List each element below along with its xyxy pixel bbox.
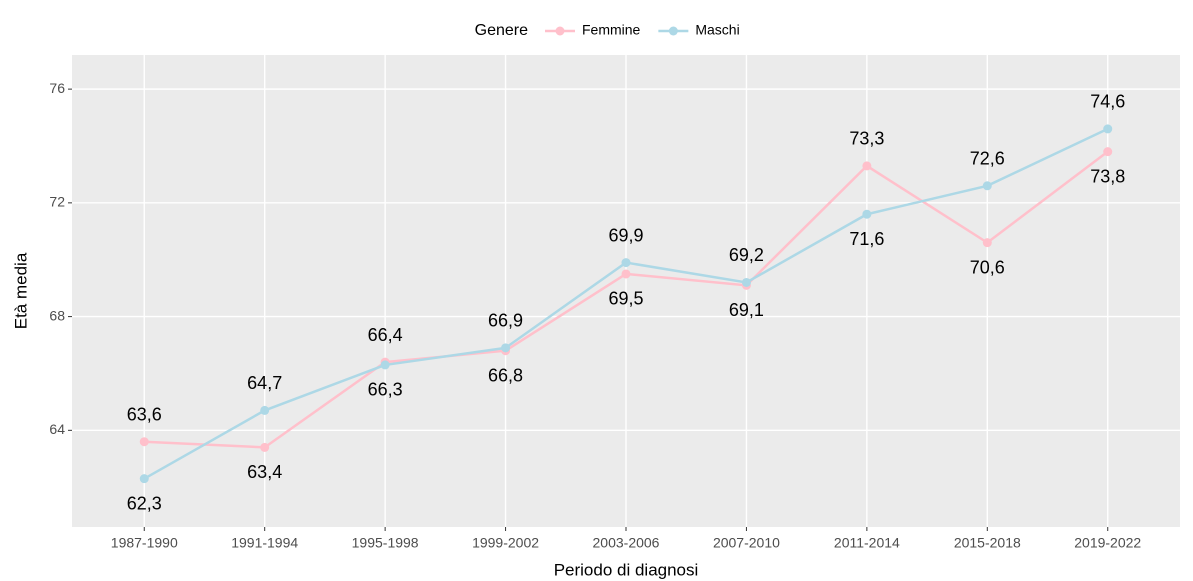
- point: [1103, 124, 1113, 134]
- data-label: 73,8: [1090, 166, 1125, 186]
- data-label: 69,9: [608, 225, 643, 245]
- point: [139, 437, 149, 447]
- legend-label: Femmine: [582, 22, 641, 38]
- x-tick-label: 2007-2010: [713, 535, 780, 551]
- y-axis-title: Età media: [11, 252, 30, 329]
- legend-key-point: [668, 26, 678, 36]
- data-label: 66,8: [488, 365, 523, 385]
- point: [982, 181, 992, 191]
- point: [741, 277, 751, 287]
- x-tick-label: 1995-1998: [352, 535, 419, 551]
- point: [621, 258, 631, 268]
- point: [260, 405, 270, 415]
- data-label: 72,6: [970, 149, 1005, 169]
- point: [260, 442, 270, 452]
- data-label: 66,9: [488, 311, 523, 331]
- data-label: 63,4: [247, 462, 282, 482]
- x-tick-label: 1987-1990: [111, 535, 178, 551]
- data-label: 70,6: [970, 257, 1005, 277]
- point: [862, 209, 872, 219]
- data-label: 69,1: [729, 300, 764, 320]
- y-tick-label: 68: [49, 307, 65, 323]
- data-label: 69,5: [608, 289, 643, 309]
- data-label: 74,6: [1090, 92, 1125, 112]
- legend-label: Maschi: [695, 22, 739, 38]
- point: [380, 360, 390, 370]
- data-label: 63,6: [127, 404, 162, 424]
- x-tick-label: 1991-1994: [231, 535, 298, 551]
- point: [139, 474, 149, 484]
- point: [621, 269, 631, 279]
- y-tick-label: 64: [49, 421, 65, 437]
- y-tick-label: 76: [49, 80, 65, 96]
- y-tick-label: 72: [49, 194, 65, 210]
- point: [1103, 147, 1113, 157]
- point: [501, 343, 511, 353]
- x-tick-label: 1999-2002: [472, 535, 539, 551]
- data-label: 64,7: [247, 373, 282, 393]
- data-label: 66,3: [368, 380, 403, 400]
- x-tick-label: 2019-2022: [1074, 535, 1141, 551]
- point: [982, 238, 992, 248]
- x-tick-label: 2003-2006: [593, 535, 660, 551]
- point: [862, 161, 872, 171]
- data-label: 73,3: [849, 129, 884, 149]
- x-tick-label: 2015-2018: [954, 535, 1021, 551]
- legend-key-point: [555, 26, 565, 36]
- data-label: 66,4: [368, 325, 403, 345]
- x-tick-label: 2011-2014: [834, 535, 900, 551]
- legend-title: Genere: [475, 22, 528, 39]
- data-label: 62,3: [127, 493, 162, 513]
- data-label: 69,2: [729, 245, 764, 265]
- x-axis-title: Periodo di diagnosi: [554, 560, 699, 579]
- data-label: 71,6: [849, 229, 884, 249]
